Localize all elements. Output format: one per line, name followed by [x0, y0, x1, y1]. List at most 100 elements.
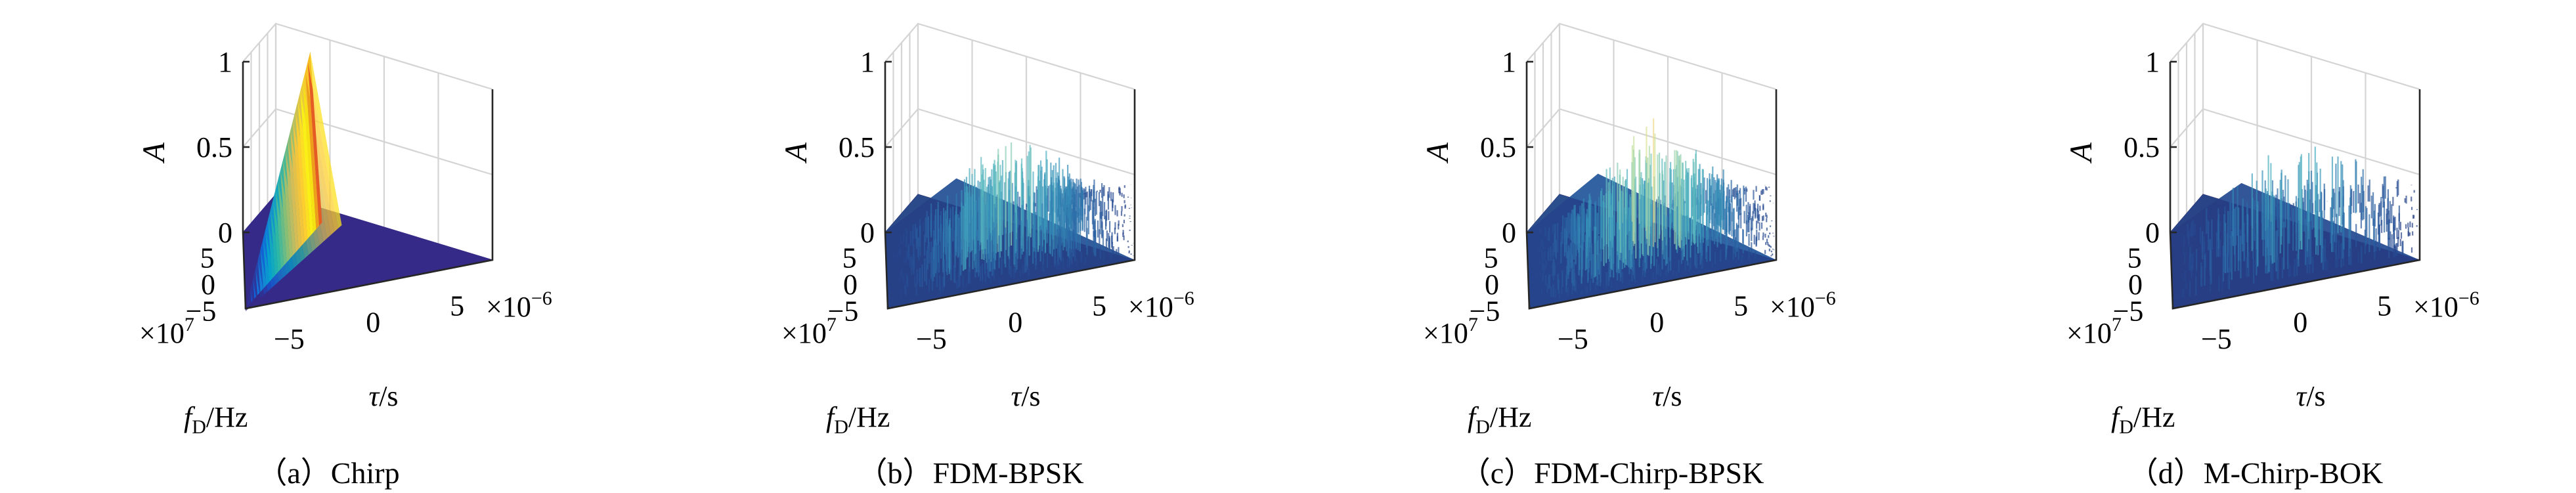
y-tick-label: −5: [2113, 295, 2144, 328]
y-tick-label: 0: [1485, 268, 1499, 301]
z-tick-label: 0: [1502, 217, 1516, 249]
ridge-face: [248, 288, 253, 308]
y-multiplier-exponent: 7: [2112, 314, 2122, 335]
y-axis-label: fD/Hz: [1468, 401, 1531, 438]
ridge-face: [285, 140, 296, 256]
x-axis-label-tau: τ: [368, 380, 380, 412]
y-tick-label: 5: [200, 242, 215, 274]
ridge-face: [297, 91, 311, 240]
y-tick-label: 0: [2128, 268, 2143, 301]
y-axis-label-sub: D: [1475, 416, 1490, 438]
ridge-face: [282, 150, 293, 259]
surface: [2170, 146, 2420, 309]
y-tick-label: −5: [186, 295, 217, 328]
z-axis-label: A: [2064, 142, 2099, 163]
surface: [246, 52, 342, 311]
grid-line: [2170, 22, 2420, 91]
ridge-face: [290, 121, 302, 249]
grid-line: [2170, 108, 2420, 176]
x-tick-label: 0: [366, 307, 380, 339]
y-axis-label: fD/Hz: [184, 401, 248, 438]
z-tick-label: 0.5: [2124, 131, 2160, 163]
x-multiplier-exponent: −6: [1173, 288, 1194, 309]
grid-line: [884, 108, 1135, 176]
ridge-face: [275, 180, 284, 269]
y-axis-label-sub: D: [192, 416, 206, 438]
ridge-face: [250, 278, 257, 305]
z-axis-label: A: [779, 142, 814, 163]
panel-caption: （a）Chirp: [257, 456, 399, 490]
x-axis-label-unit: /s: [2306, 380, 2325, 412]
z-tick-label: 0.5: [839, 131, 875, 163]
x-tick-label: 5: [2377, 290, 2391, 322]
z-tick-label: 1: [860, 46, 875, 78]
x-tick-label: 5: [1734, 290, 1748, 322]
x-axis-label: τ/s: [1011, 380, 1040, 412]
surface: [885, 142, 1135, 309]
y-multiplier-exponent: 7: [185, 314, 194, 335]
ridge-face: [307, 52, 342, 229]
grid-line: [242, 108, 493, 176]
ridge-face: [288, 131, 299, 253]
grid-line: [1526, 22, 1777, 91]
x-multiplier: ×10−6: [2413, 288, 2479, 323]
x-axis-label-unit: /s: [1021, 380, 1040, 412]
panel-caption: （b）FDM-BPSK: [857, 456, 1083, 490]
x-multiplier: ×10−6: [1770, 288, 1836, 323]
y-axis-label-unit: /Hz: [206, 401, 248, 433]
y-tick-label: −5: [1470, 295, 1500, 328]
y-axis-label-sub: D: [834, 416, 848, 438]
y-multiplier-exponent: 7: [1468, 314, 1478, 335]
x-axis-label-tau: τ: [1011, 380, 1022, 412]
x-axis-label-unit: /s: [379, 380, 398, 412]
x-axis-label-tau: τ: [1652, 380, 1664, 412]
x-tick-label: 5: [1092, 290, 1106, 322]
y-multiplier-exponent: 7: [827, 314, 837, 335]
z-tick-label: 0.5: [1480, 131, 1516, 163]
panel-caption: （c）FDM-Chirp-BPSK: [1460, 456, 1764, 490]
y-multiplier: ×107: [1423, 314, 1478, 349]
ridge-face: [280, 160, 290, 263]
y-multiplier: ×107: [139, 314, 194, 349]
x-axis-label-unit: /s: [1663, 380, 1682, 412]
z-axis-label: A: [1420, 142, 1455, 163]
y-axis-label: fD/Hz: [826, 401, 890, 438]
x-multiplier: ×10−6: [486, 288, 552, 323]
ridge-face: [305, 62, 320, 230]
x-axis-label: τ/s: [368, 380, 398, 412]
ridge-face: [278, 170, 287, 266]
z-axis-label: A: [137, 142, 171, 163]
x-tick-label: 0: [1008, 307, 1022, 339]
y-axis-label-unit: /Hz: [848, 401, 890, 433]
x-tick-label: 0: [2293, 307, 2307, 339]
x-tick-label: 5: [450, 290, 464, 322]
ridge-face: [307, 52, 322, 226]
x-tick-label: −5: [1558, 323, 1588, 355]
x-axis-label: τ/s: [1652, 380, 1682, 412]
z-tick-label: 1: [1502, 46, 1516, 78]
x-tick-label: −5: [916, 323, 947, 355]
y-tick-label: 5: [1484, 242, 1498, 274]
z-tick-label: 0: [218, 217, 232, 249]
ridge-face: [303, 72, 317, 233]
grid-line: [242, 22, 493, 91]
x-multiplier-exponent: −6: [2458, 288, 2479, 309]
y-axis-label-unit: /Hz: [1490, 401, 1532, 433]
x-axis-label-tau: τ: [2296, 380, 2307, 412]
y-tick-label: 0: [843, 268, 858, 301]
z-tick-label: 1: [218, 46, 232, 78]
grid-line: [884, 22, 1135, 91]
x-axis-label: τ/s: [2296, 380, 2325, 412]
y-tick-label: 5: [842, 242, 857, 274]
panel-caption: （d）M-Chirp-BOK: [2128, 456, 2383, 490]
y-axis-label-sub: D: [2119, 416, 2133, 438]
y-tick-label: 0: [201, 268, 215, 301]
x-multiplier-exponent: −6: [531, 288, 552, 309]
x-tick-label: 0: [1649, 307, 1664, 339]
y-multiplier: ×107: [781, 314, 837, 349]
x-tick-label: −5: [2201, 323, 2232, 355]
